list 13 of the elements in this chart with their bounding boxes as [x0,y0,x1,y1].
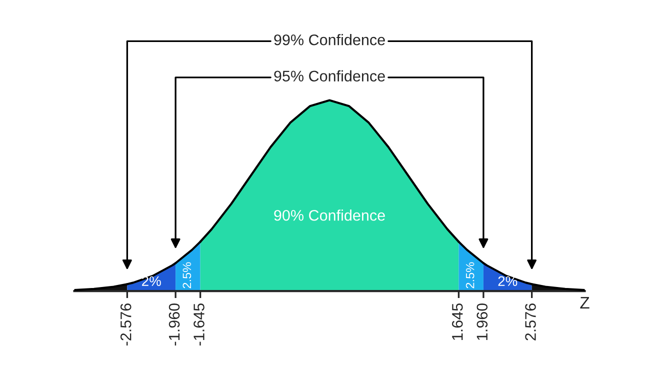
annotation: 2.5% [182,262,192,288]
x-tick-label: -1.645 [194,304,204,346]
x-tick-label: -2.576 [120,304,132,346]
x-tick-label: -1.960 [168,303,180,346]
x-tick-label: 2.576 [525,304,536,340]
annotation: 90% Confidence [274,210,385,221]
annotation: 2% [498,276,518,286]
x-axis-title: Z [580,297,590,308]
annotation: 2.5% [466,262,474,288]
x-tick-label: 1.645 [452,304,463,340]
text: 95% Confidence [274,70,385,82]
text: 99% Confidence [274,34,385,46]
x-tick-label: 1.960 [476,303,488,340]
